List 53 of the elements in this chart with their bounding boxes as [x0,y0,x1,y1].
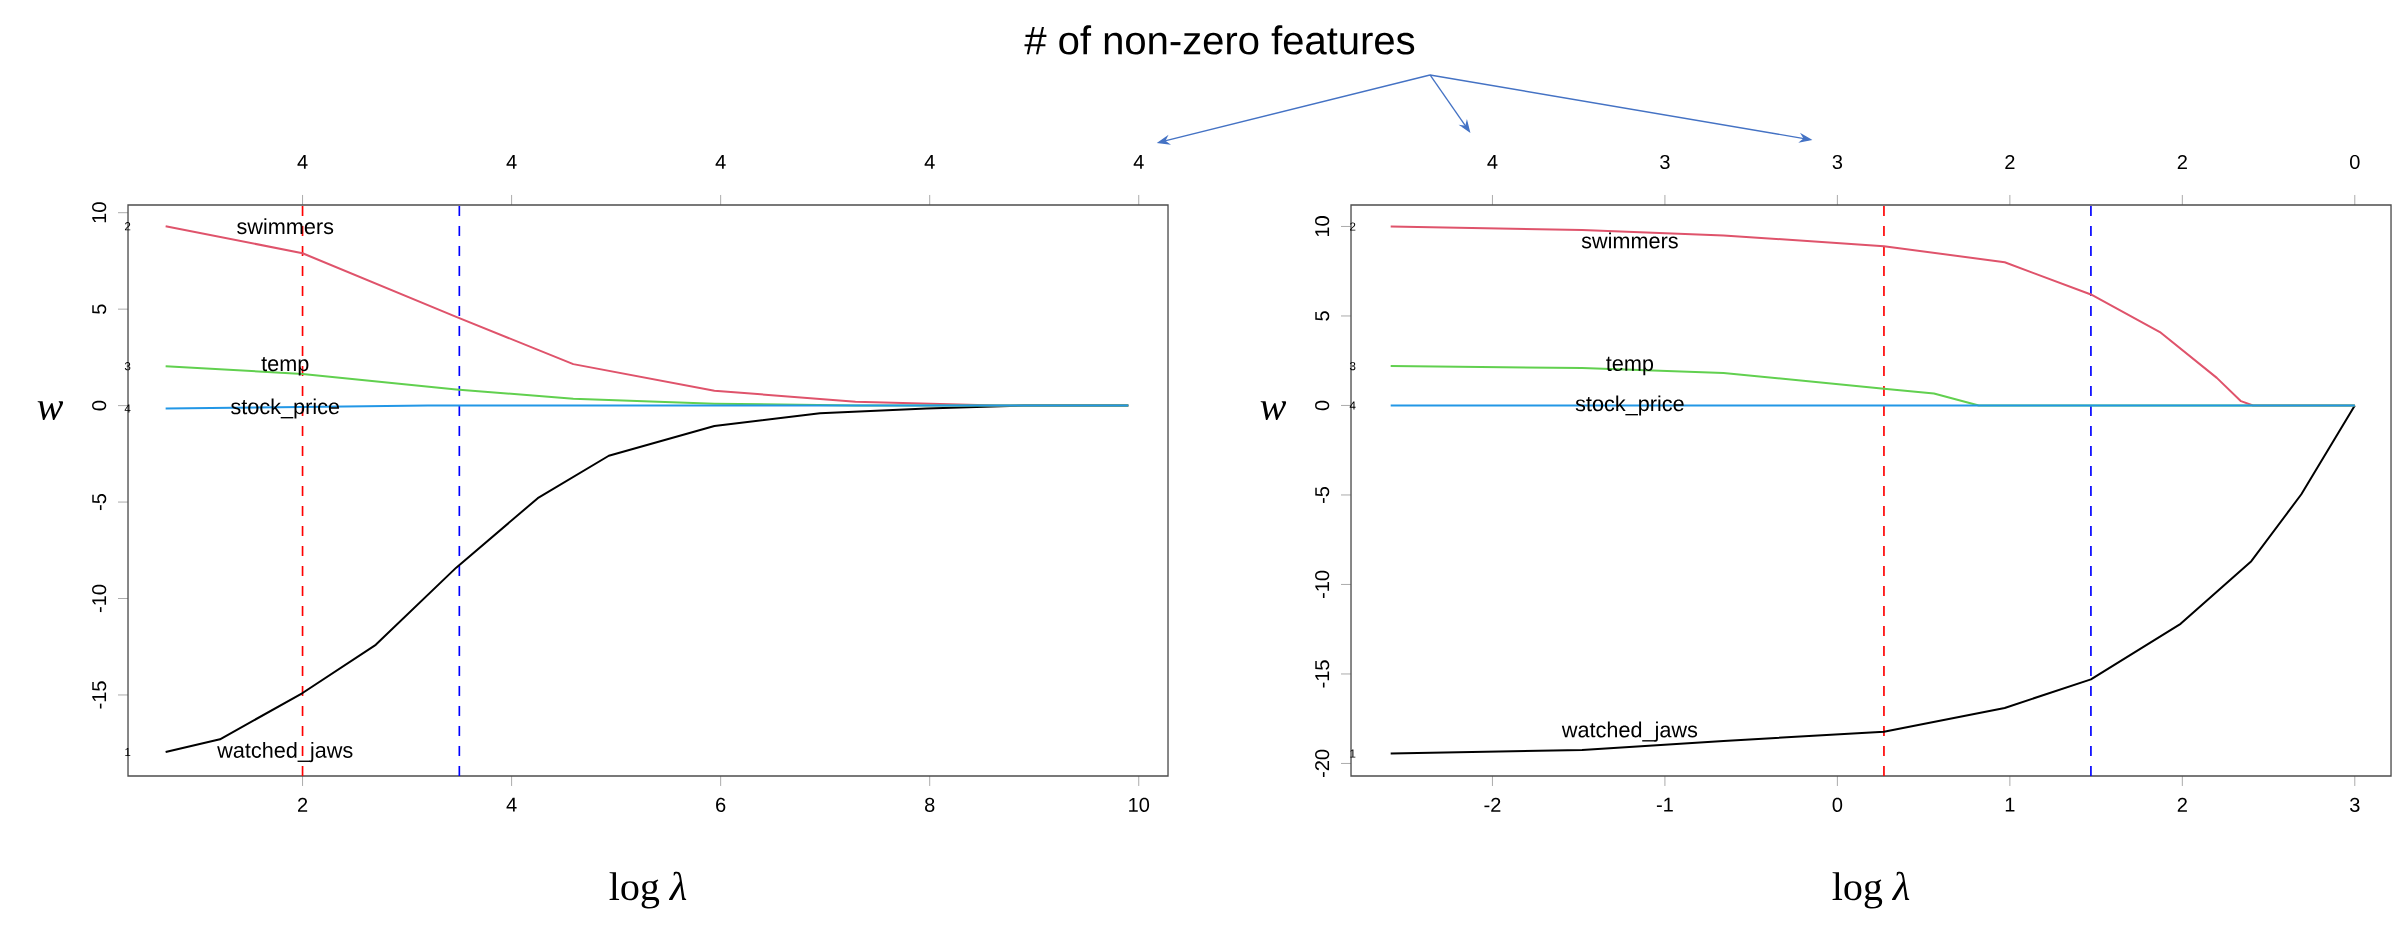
y-tick-label: -20 [1315,749,1330,778]
x-axis-title: log λ [1832,871,1910,909]
text: 4 [715,155,726,169]
text: 4 [506,155,517,169]
y-tick-label: 0 [92,400,107,411]
x-tick-label: -1 [1656,797,1673,812]
annotation: 4 [1349,401,1356,410]
text: 4 [924,155,935,169]
y-tick-label: 5 [92,304,107,314]
x-tick-label: 1 [2005,797,2015,812]
text: 4 [297,155,308,169]
series-label: swimmers [1581,232,1678,249]
y-axis-title: w [1260,401,1287,420]
text: # of non-zero features [1024,25,1415,55]
x-tick-label: -2 [1484,797,1501,812]
y-tick-label: -5 [92,493,107,511]
x-tick-label: 0 [1832,797,1843,812]
annotation: 3 [1349,361,1356,371]
series-label: swimmers [237,218,334,235]
x-tick-label: 2 [297,797,308,812]
y-tick-label: -10 [1315,570,1330,599]
y-tick-label: 10 [92,202,107,223]
text: 0 [2350,154,2360,170]
annotation: 1 [1350,749,1356,758]
y-tick-label: -15 [92,681,107,709]
y-tick-label: -10 [92,584,107,613]
y-tick-label: -5 [1315,486,1330,503]
y-tick-label: 0 [1315,400,1330,411]
x-tick-label: 6 [716,797,726,812]
series-label: watched_jaws [217,741,353,763]
y-tick-label: -15 [1315,660,1330,688]
text: 4 [1133,155,1144,169]
y-tick-label: 5 [1315,311,1330,321]
x-tick-label: 4 [506,797,517,812]
annotation: 2 [1350,222,1356,231]
series-label: watched_jaws [1561,721,1698,742]
annotation: 3 [124,362,131,371]
y-tick-label: 10 [1315,216,1330,237]
y-axis-title: w [37,401,64,420]
text: 2 [2177,155,2187,169]
series-label: temp [261,356,309,376]
x-tick-label: 2 [2177,797,2187,812]
x-tick-label: 3 [2350,797,2360,812]
annotation: 4 [124,404,131,413]
text: 4 [1487,155,1498,169]
x-tick-label: 10 [1129,797,1150,812]
annotation: 1 [125,748,131,757]
text: 2 [2005,155,2015,169]
text: 3 [1660,154,1670,170]
text: 3 [1832,154,1843,170]
x-axis-title: log λ [609,871,687,909]
annotation: 2 [124,222,131,231]
x-tick-label: 8 [925,797,935,812]
